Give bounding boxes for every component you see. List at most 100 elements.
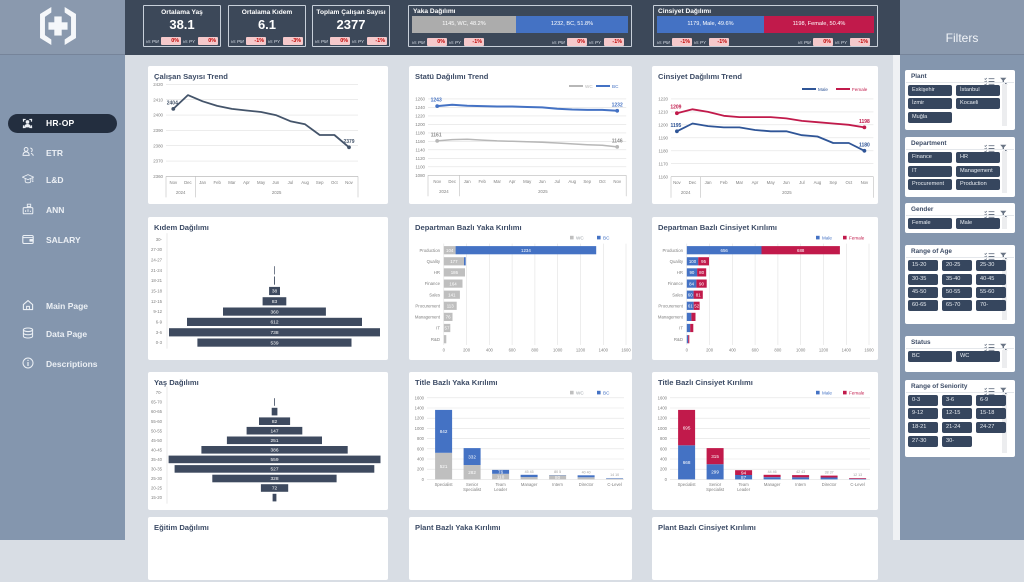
svg-text:IT: IT xyxy=(679,326,683,331)
svg-text:Production: Production xyxy=(419,248,440,253)
svg-text:1240: 1240 xyxy=(415,105,425,110)
svg-text:Oct: Oct xyxy=(331,180,338,185)
svg-text:559: 559 xyxy=(270,457,278,463)
svg-text:1195: 1195 xyxy=(670,123,681,129)
svg-text:738: 738 xyxy=(270,330,278,336)
svg-text:Specialist: Specialist xyxy=(678,482,697,487)
svg-text:45 45: 45 45 xyxy=(525,470,534,474)
svg-text:600: 600 xyxy=(660,446,668,451)
svg-text:2025: 2025 xyxy=(272,190,282,195)
svg-text:80: 80 xyxy=(699,270,704,275)
svg-text:Jan: Jan xyxy=(705,180,713,185)
svg-text:Mar: Mar xyxy=(736,180,744,185)
svg-text:Aug: Aug xyxy=(568,179,576,184)
svg-text:0: 0 xyxy=(665,477,668,482)
svg-text:Female: Female xyxy=(849,391,865,396)
svg-text:Management: Management xyxy=(415,315,441,320)
svg-text:80: 80 xyxy=(555,475,561,480)
svg-text:BC: BC xyxy=(612,84,619,89)
svg-text:WC: WC xyxy=(585,84,593,89)
svg-text:1200: 1200 xyxy=(658,122,668,127)
svg-text:600: 600 xyxy=(509,348,517,353)
svg-text:94: 94 xyxy=(741,470,747,475)
svg-text:1160: 1160 xyxy=(416,139,426,144)
svg-text:30-: 30- xyxy=(156,237,163,242)
svg-text:90: 90 xyxy=(689,270,694,275)
svg-text:2380: 2380 xyxy=(153,143,163,148)
svg-text:Title Bazlı Cinsiyet Kırılımı: Title Bazlı Cinsiyet Kırılımı xyxy=(658,378,753,387)
svg-text:0: 0 xyxy=(443,348,446,353)
svg-text:65-70: 65-70 xyxy=(151,400,163,405)
svg-text:1000: 1000 xyxy=(553,348,563,353)
svg-text:800: 800 xyxy=(417,436,425,441)
svg-text:Quality: Quality xyxy=(670,259,684,264)
svg-text:52: 52 xyxy=(694,304,699,309)
svg-text:0: 0 xyxy=(422,477,425,482)
svg-text:Sales: Sales xyxy=(672,292,683,297)
svg-text:83: 83 xyxy=(272,299,278,305)
svg-text:Quality: Quality xyxy=(427,259,441,264)
svg-text:400: 400 xyxy=(486,348,494,353)
svg-text:1180: 1180 xyxy=(416,131,426,136)
svg-text:600: 600 xyxy=(752,348,760,353)
svg-text:2400: 2400 xyxy=(153,113,163,118)
svg-text:1220: 1220 xyxy=(415,114,425,119)
svg-text:Intern: Intern xyxy=(795,482,806,487)
svg-text:87: 87 xyxy=(741,475,747,480)
svg-text:2410: 2410 xyxy=(153,97,163,102)
svg-text:1000: 1000 xyxy=(658,426,668,431)
svg-text:C-Level: C-Level xyxy=(850,482,864,487)
svg-text:Apr: Apr xyxy=(243,180,250,185)
svg-text:400: 400 xyxy=(729,348,737,353)
svg-text:104: 104 xyxy=(446,248,454,253)
svg-text:800: 800 xyxy=(531,348,539,353)
svg-text:Plant Bazlı Cinsiyet Kırılımı: Plant Bazlı Cinsiyet Kırılımı xyxy=(658,523,756,532)
svg-text:141: 141 xyxy=(448,292,456,297)
svg-text:Manager: Manager xyxy=(521,482,538,487)
svg-text:WC: WC xyxy=(576,236,584,241)
svg-text:Plant Bazlı Yaka Kırılımı: Plant Bazlı Yaka Kırılımı xyxy=(415,523,501,532)
svg-text:82: 82 xyxy=(272,419,278,425)
svg-text:0-3: 0-3 xyxy=(156,340,163,345)
svg-text:72: 72 xyxy=(272,486,278,492)
svg-text:Jun: Jun xyxy=(272,180,280,185)
svg-text:May: May xyxy=(257,180,266,185)
svg-text:Management: Management xyxy=(658,315,684,320)
svg-text:May: May xyxy=(523,179,532,184)
svg-text:600: 600 xyxy=(417,446,425,451)
svg-text:1198: 1198 xyxy=(859,119,870,125)
svg-text:695: 695 xyxy=(683,425,691,430)
svg-text:40-45: 40-45 xyxy=(151,447,163,452)
svg-text:18-21: 18-21 xyxy=(151,278,163,283)
svg-text:332: 332 xyxy=(468,454,476,459)
svg-text:70-: 70- xyxy=(156,390,163,395)
svg-text:38 37: 38 37 xyxy=(825,471,834,475)
svg-text:May: May xyxy=(767,180,776,185)
svg-text:299: 299 xyxy=(711,470,719,475)
svg-text:95: 95 xyxy=(701,259,706,264)
svg-text:1000: 1000 xyxy=(415,426,425,431)
svg-text:Statü Dağılımı Trend: Statü Dağılımı Trend xyxy=(415,72,489,81)
svg-text:251: 251 xyxy=(270,438,278,444)
svg-text:1161: 1161 xyxy=(431,132,442,138)
svg-text:1200: 1200 xyxy=(415,122,425,127)
svg-text:14 10: 14 10 xyxy=(610,473,619,477)
svg-text:2360: 2360 xyxy=(153,174,163,179)
svg-text:Mar: Mar xyxy=(493,179,501,184)
svg-text:9-12: 9-12 xyxy=(153,309,162,314)
svg-text:Finance: Finance xyxy=(425,281,441,286)
svg-text:Feb: Feb xyxy=(720,180,728,185)
svg-text:Dec: Dec xyxy=(448,179,456,184)
svg-text:Oct: Oct xyxy=(599,179,606,184)
svg-text:527: 527 xyxy=(270,467,278,473)
svg-text:Dec: Dec xyxy=(689,180,697,185)
svg-text:1170: 1170 xyxy=(659,161,669,166)
svg-text:400: 400 xyxy=(417,457,425,462)
svg-text:Sep: Sep xyxy=(583,179,591,184)
svg-text:Male: Male xyxy=(818,87,828,92)
svg-text:Leader: Leader xyxy=(737,487,751,492)
svg-text:Nov: Nov xyxy=(169,180,177,185)
svg-text:44 46: 44 46 xyxy=(768,470,777,474)
svg-text:2024: 2024 xyxy=(176,190,186,195)
svg-text:612: 612 xyxy=(270,320,278,326)
